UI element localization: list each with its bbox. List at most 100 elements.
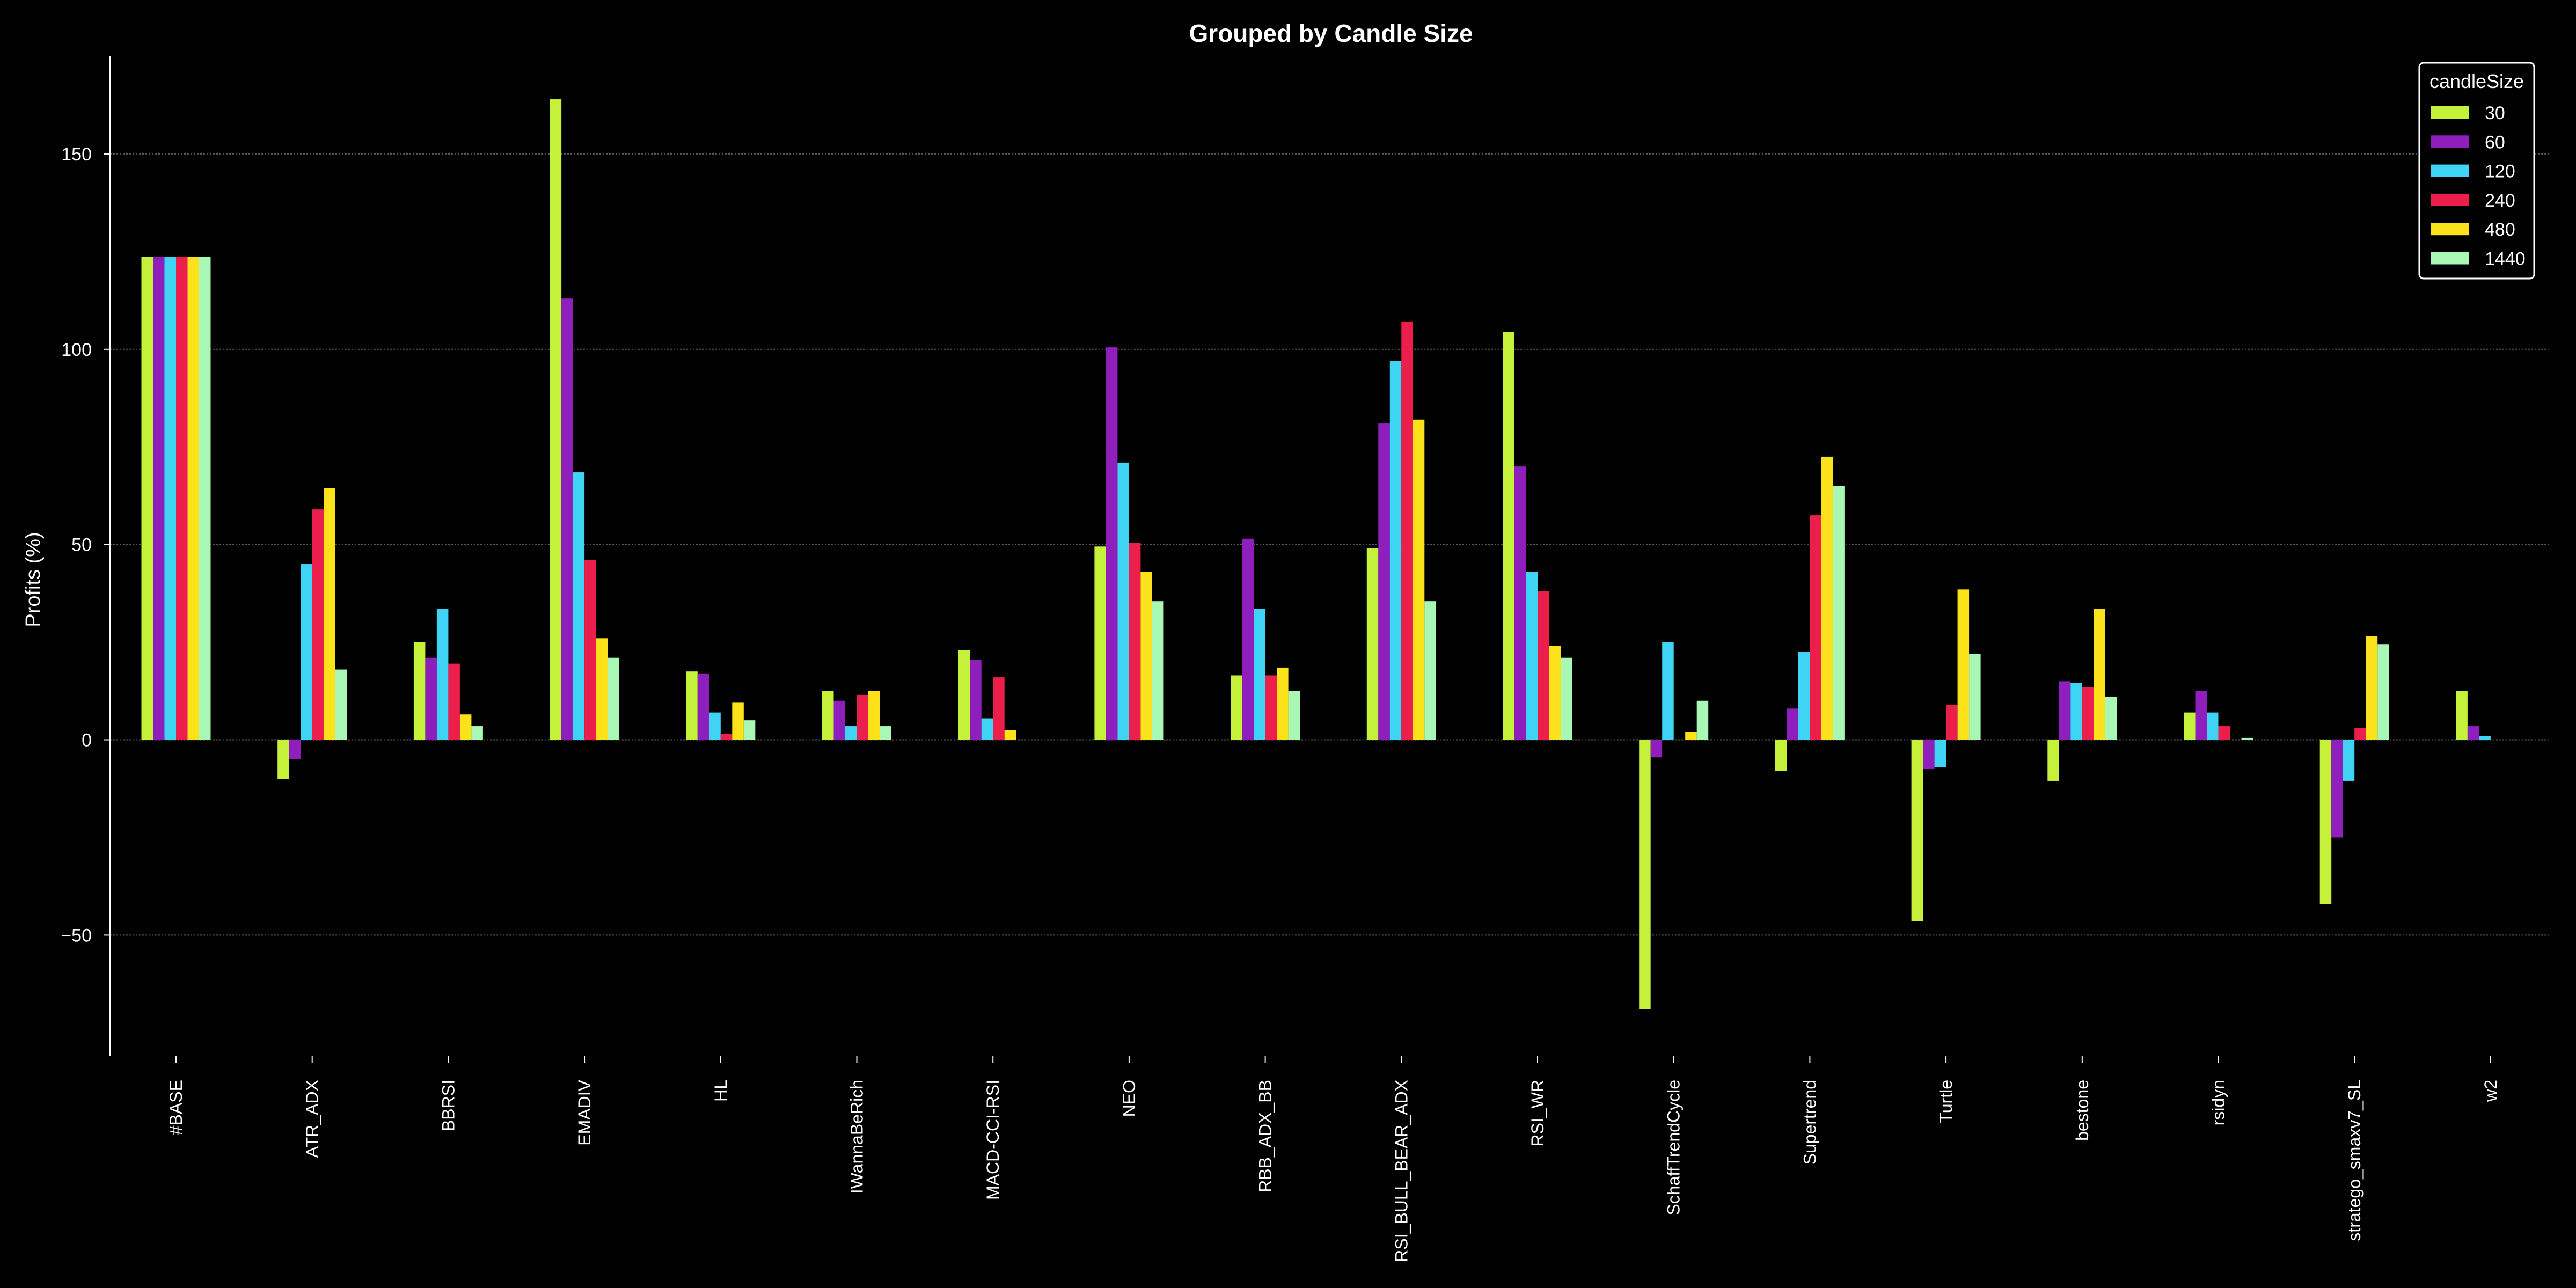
axes: −50 0 50 100 150 #BASE ATR_ADX BBRSI EMADIV HL IWa…	[61, 56, 2500, 1262]
bar-RSI_BULL_BEAR_ADX-30	[1366, 548, 1379, 740]
bar-IWannaBeRich-60	[833, 700, 845, 740]
bar-rsidyn-1440	[2241, 737, 2253, 740]
bar-rsidyn-240	[2218, 726, 2230, 740]
bar-bestone-120	[2070, 683, 2082, 740]
bar-ATR_ADX-480	[324, 488, 335, 740]
bar-NEO-30	[1094, 546, 1106, 740]
bar-MACD-CCI-RSI-1440	[1016, 740, 1028, 741]
x-tick-label: BBRSI	[438, 1080, 458, 1131]
x-tick-label: #BASE	[166, 1080, 186, 1135]
bar-RBB_ADX_BB-60	[1242, 538, 1254, 740]
chart-title: Grouped by Candle Size	[1189, 19, 1473, 47]
bar-RSI_WR-120	[1526, 572, 1538, 740]
legend-swatch-1440	[2431, 252, 2469, 265]
bar-MACD-CCI-RSI-480	[1004, 730, 1016, 740]
legend: candleSize 30 60 120 240 480 1440	[2418, 62, 2535, 280]
bar-bestone-60	[2059, 681, 2071, 740]
x-tick-label: RSI_WR	[1528, 1080, 1547, 1146]
bar-RSI_WR-480	[1549, 646, 1561, 740]
legend-label-240: 240	[2485, 191, 2515, 211]
bar-BBRSI-1440	[471, 726, 483, 740]
legend-title: candleSize	[2429, 70, 2524, 92]
bar-SchaffTrendCycle-1440	[1696, 700, 1709, 740]
bar-stratego_smaxv7_SL-120	[2343, 740, 2355, 781]
x-tick-label: MACD-CCI-RSI	[983, 1080, 1002, 1200]
bar-RSI_WR-60	[1514, 466, 1526, 740]
bar-rsidyn-30	[2184, 712, 2196, 740]
bar-NEO-60	[1106, 347, 1118, 740]
bar-MACD-CCI-RSI-240	[993, 677, 1005, 740]
bar-HL-240	[720, 734, 733, 740]
bar-Turtle-30	[1911, 740, 1923, 921]
x-tick-label: ATR_ADX	[303, 1080, 322, 1158]
bar-bestone-1440	[2105, 697, 2117, 740]
bar-ATR_ADX-1440	[335, 669, 347, 740]
bar-rsidyn-480	[2230, 740, 2242, 741]
legend-label-30: 30	[2485, 103, 2505, 123]
bar-RSI_WR-1440	[1561, 657, 1572, 740]
bar-RSI_BULL_BEAR_ADX-480	[1413, 419, 1425, 740]
bar-NEO-1440	[1152, 601, 1164, 740]
x-tick-label: bestone	[2073, 1080, 2092, 1141]
bar-Turtle-60	[1923, 740, 1935, 770]
x-tick-label: stratego_smaxv7_SL	[2345, 1080, 2364, 1241]
bar-SchaffTrendCycle-30	[1639, 740, 1651, 1009]
y-axis-label: Profits (%)	[22, 532, 45, 627]
bar-SchaffTrendCycle-60	[1650, 740, 1663, 758]
x-tick-label: NEO	[1119, 1080, 1139, 1117]
bar-Turtle-120	[1934, 740, 1946, 767]
bar-IWannaBeRich-240	[857, 694, 868, 740]
bar-Turtle-240	[1946, 705, 1958, 740]
bar-#BASE-60	[153, 257, 165, 740]
bar-stratego_smaxv7_SL-480	[2366, 636, 2378, 740]
bar-IWannaBeRich-30	[822, 691, 834, 740]
bar-HL-60	[697, 673, 709, 740]
x-tick-label: EMADIV	[575, 1079, 594, 1145]
bar-#BASE-30	[141, 257, 153, 740]
bar-w2-60	[2467, 726, 2479, 740]
bar-BBRSI-60	[425, 657, 437, 740]
bar-RSI_BULL_BEAR_ADX-60	[1378, 423, 1390, 740]
legend-swatch-30	[2431, 106, 2469, 119]
x-tick-label: Turtle	[1936, 1080, 1956, 1123]
bar-IWannaBeRich-120	[845, 726, 857, 740]
bar-RSI_BULL_BEAR_ADX-1440	[1424, 601, 1436, 740]
grid-lines	[110, 153, 2550, 936]
bar-BBRSI-240	[448, 663, 460, 740]
y-tick-label: −50	[61, 925, 92, 946]
x-tick-label: SchaffTrendCycle	[1664, 1080, 1684, 1216]
bar-bestone-30	[2047, 740, 2059, 781]
bar-SchaffTrendCycle-240	[1673, 740, 1686, 741]
bar-ATR_ADX-60	[289, 740, 301, 759]
bar-RSI_BULL_BEAR_ADX-240	[1401, 321, 1413, 740]
bar-ATR_ADX-30	[277, 740, 289, 779]
bar-RBB_ADX_BB-480	[1277, 667, 1289, 740]
bar-stratego_smaxv7_SL-240	[2354, 728, 2366, 740]
bar-SchaffTrendCycle-120	[1662, 642, 1674, 740]
bar-bestone-480	[2094, 609, 2105, 740]
bar-ATR_ADX-120	[301, 564, 312, 740]
bar-stratego_smaxv7_SL-30	[2319, 740, 2332, 904]
bar-Supertrend-60	[1787, 708, 1798, 740]
legend-label-60: 60	[2485, 132, 2505, 152]
x-tick-label: IWannaBeRich	[847, 1080, 867, 1194]
bar-rsidyn-60	[2195, 691, 2207, 740]
legend-label-1440: 1440	[2485, 249, 2526, 269]
bar-Turtle-1440	[1969, 654, 1981, 740]
bar-EMADIV-1440	[608, 657, 619, 740]
bar-MACD-CCI-RSI-120	[981, 718, 993, 740]
bar-BBRSI-120	[436, 609, 449, 740]
bar-EMADIV-30	[550, 99, 562, 740]
bar-BBRSI-480	[459, 714, 472, 740]
bar-HL-30	[686, 671, 698, 740]
bar-w2-1440	[2513, 740, 2526, 741]
legend-swatch-120	[2431, 164, 2469, 177]
x-tick-label: HL	[711, 1080, 730, 1102]
bar-HL-1440	[743, 720, 756, 740]
bar-RBB_ADX_BB-30	[1231, 675, 1242, 740]
bar-#BASE-480	[187, 257, 199, 740]
legend-label-120: 120	[2485, 162, 2515, 182]
x-tick-label: rsidyn	[2209, 1080, 2228, 1125]
bar-Supertrend-120	[1798, 652, 1810, 740]
bar-bestone-240	[2082, 687, 2094, 740]
